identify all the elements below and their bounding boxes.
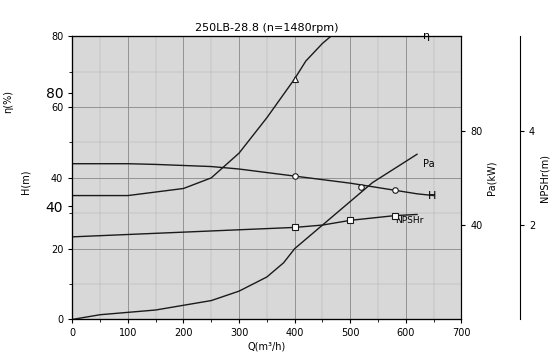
X-axis label: Q(m³/h): Q(m³/h) (248, 341, 286, 351)
Text: η: η (423, 31, 430, 41)
Text: NPSHr: NPSHr (395, 216, 423, 225)
Y-axis label: Pa(kW): Pa(kW) (487, 160, 497, 195)
Text: H: H (428, 191, 436, 201)
Text: η(%): η(%) (3, 90, 13, 113)
Text: H(m): H(m) (20, 169, 30, 194)
Text: Pa: Pa (423, 159, 434, 169)
Y-axis label: NPSHr(m): NPSHr(m) (539, 154, 549, 202)
Title: 250LB-28.8 (n=1480rpm): 250LB-28.8 (n=1480rpm) (195, 23, 339, 33)
